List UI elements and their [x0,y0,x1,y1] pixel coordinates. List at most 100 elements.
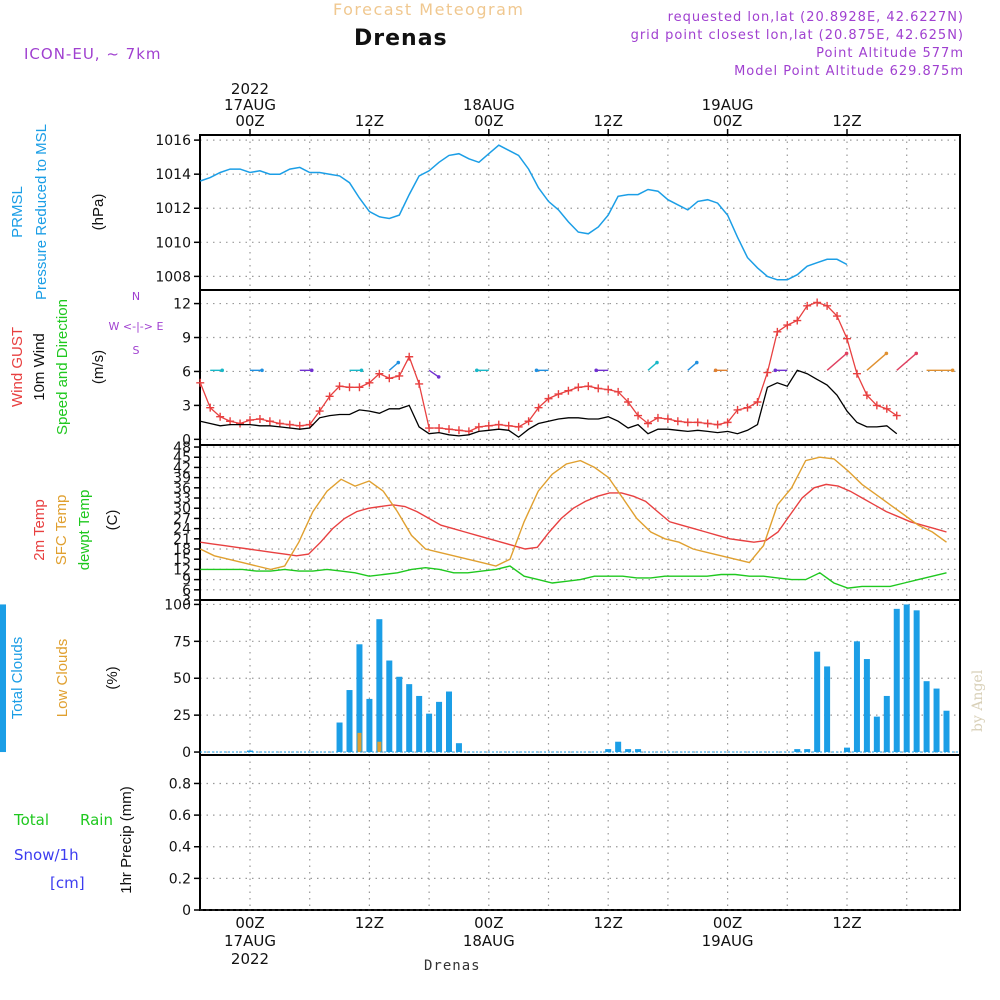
gust-marker [852,369,861,378]
top-time-label: 12Z [355,112,384,130]
clouds-panel-frame [199,599,961,756]
gust-marker [574,383,583,392]
wind-arrow-head [220,368,224,373]
gust-marker [226,417,235,426]
gust-marker [624,398,633,407]
total-cloud-bar [933,688,940,753]
total-cloud-bar [346,690,353,753]
gust-marker [892,411,901,420]
wind-arrow-head [713,368,718,373]
total-cloud-bar [426,713,433,753]
y-tick-label: 9 [182,573,191,589]
gust-marker [723,418,732,427]
bottom-time-label: 00Z [235,914,264,932]
total-cloud-bar [853,641,860,753]
wind-unit-label: (m/s) [90,350,107,384]
gust-marker [544,394,553,403]
total-cloud-bar [386,660,393,753]
top-time-label: 12Z [594,112,623,130]
bottom-time-label: 00Z [713,914,742,932]
pressure-msl-label: Pressure Reduced to MSL [33,124,50,300]
gust-marker [494,420,503,429]
compass-s: S [133,344,140,357]
total-cloud-bar [814,651,821,753]
bottom-time-label: 17AUG [224,932,276,950]
cloud-unit-label: (%) [104,666,121,689]
y-tick-label: 12 [173,297,191,313]
wind-arrow-head [436,375,441,379]
gust-marker [196,378,205,387]
gust-marker [872,401,881,410]
total-cloud-bar [873,716,880,753]
total-cloud-bar [863,659,870,753]
top-time-label: 00Z [235,112,264,130]
y-tick-label: 0.8 [169,776,191,792]
gust-marker [415,379,424,388]
bottom-time-label: 12Z [594,914,623,932]
wind-arrow-head [773,368,778,373]
temp2m-line [200,483,947,557]
wind-direction-arrow [388,361,399,371]
gust-marker [634,411,643,420]
gust-marker [295,421,304,430]
temp-unit-label: (C) [104,510,121,531]
total-cloud-bar [366,698,373,753]
top-time-label: 12Z [832,112,861,130]
wind-arrow-head [914,351,919,356]
top-time-label: 17AUG [224,96,276,114]
pressure-panel-frame [199,134,961,291]
wind-arrow-head [594,368,598,373]
total-clouds-label: Total Clouds [9,637,26,720]
top-time-label: 00Z [474,112,503,130]
total-cloud-bar [406,684,413,753]
temp2m-label: 2m Temp [31,499,48,560]
wind-arrow-head [396,360,401,365]
dewpt-line [200,565,947,589]
wind-10m-label: 10m Wind [31,333,48,401]
y-tick-label: 75 [173,634,191,650]
gust-marker [385,374,394,383]
y-tick-label: 3 [182,593,191,609]
y-tick-label: 12 [173,562,191,578]
sfc-temp-line [199,456,947,571]
gust-marker [315,407,324,416]
gust-marker [813,298,822,307]
gust-marker [614,387,623,396]
gust-marker [743,403,752,412]
wind-arrow-head [534,368,539,373]
gust-marker [534,403,543,412]
gust-marker [862,391,871,400]
precip-panel-frame [199,754,961,911]
gust-marker [783,321,792,330]
low-cloud-bar [377,741,382,753]
gust-marker [395,371,404,380]
bottom-time-label: 00Z [474,914,503,932]
gust-marker [375,369,384,378]
wind-arrow-head [260,368,264,373]
gust-marker [663,414,672,423]
gust-marker [644,419,652,428]
wind-direction-arrow [866,352,887,371]
gust-marker [823,301,832,310]
top-time-label: 19AUG [702,96,754,114]
gust-marker [365,378,374,387]
y-tick-label: 25 [173,708,191,724]
total-cloud-bar [923,681,930,753]
wind-direction-arrow [826,352,848,371]
gust-marker [484,421,493,430]
gust-marker [713,420,722,429]
y-tick-label: 1016 [155,133,191,149]
y-tick-label: 48 [173,440,191,456]
y-tick-label: 9 [182,331,191,347]
gust-marker [773,327,782,336]
y-tick-label: 0 [182,903,191,919]
gust-marker [803,301,812,310]
y-tick-label: 1014 [155,167,191,183]
total-cloud-bar [794,749,801,753]
bottom-time-label: 12Z [832,914,861,932]
gust-marker [474,422,483,431]
gust-marker [464,427,473,436]
total-cloud-bar [455,743,462,753]
total-cloud-bar [356,644,363,753]
wind-gust-label: Wind GUST [9,327,26,407]
